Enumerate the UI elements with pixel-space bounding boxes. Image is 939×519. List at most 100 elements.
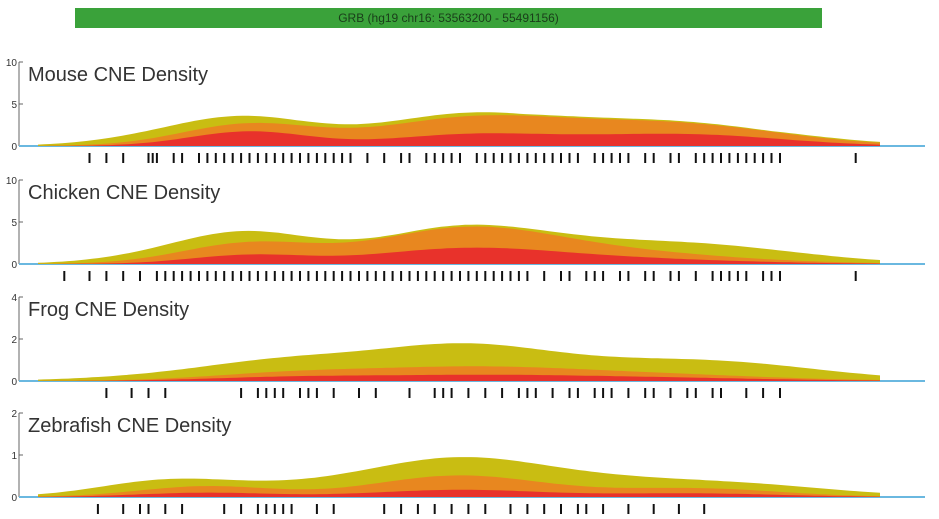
cne-mark — [139, 271, 141, 281]
cne-mark — [484, 388, 487, 398]
cne-mark — [627, 388, 630, 398]
cne-mark — [147, 153, 150, 163]
cne-mark — [720, 153, 722, 163]
cne-mark — [779, 271, 781, 281]
cne-mark — [543, 153, 546, 163]
y-tick-label: 5 — [11, 100, 17, 111]
cne-mark — [425, 153, 428, 163]
cne-mark — [240, 271, 243, 281]
cne-mark — [206, 271, 209, 281]
cne-mark — [282, 388, 285, 398]
y-tick-label: 0 — [11, 377, 17, 388]
cne-mark — [433, 388, 436, 398]
cne-mark — [122, 271, 125, 281]
cne-mark — [627, 271, 630, 281]
cne-mark — [282, 153, 285, 163]
cne-mark — [694, 271, 697, 281]
cne-mark — [509, 271, 512, 281]
cne-mark — [290, 271, 293, 281]
cne-mark — [256, 388, 259, 398]
cne-mark — [736, 153, 739, 163]
cne-mark — [770, 271, 773, 281]
cne-mark — [526, 504, 529, 514]
cne-mark — [745, 153, 748, 163]
cne-mark — [560, 504, 562, 514]
cne-mark — [96, 504, 99, 514]
y-tick-label: 10 — [6, 58, 18, 69]
region-header-bar: GRB (hg19 chr16: 53563200 - 55491156) — [75, 8, 822, 28]
cne-mark — [290, 504, 293, 514]
cne-mark — [307, 153, 310, 163]
cne-mark — [551, 388, 554, 398]
track-title: Mouse CNE Density — [28, 64, 208, 86]
cne-mark — [181, 504, 184, 514]
cne-mark — [753, 153, 756, 163]
y-tick-label: 2 — [11, 409, 17, 420]
cne-mark — [273, 504, 276, 514]
cne-mark — [206, 153, 209, 163]
cne-mark — [105, 153, 108, 163]
cne-mark — [265, 504, 268, 514]
cne-mark — [526, 388, 529, 398]
cne-mark — [214, 271, 217, 281]
cne-mark — [214, 153, 217, 163]
cne-mark — [543, 504, 546, 514]
cne-mark — [602, 388, 605, 398]
cne-mark — [282, 504, 285, 514]
track-chicken-cne-density: Chicken CNE Density 10 5 0 — [6, 176, 925, 281]
cne-mark — [694, 388, 697, 398]
track-zebrafish-cne-density: Zebrafish CNE Density 2 1 0 — [11, 409, 925, 514]
cne-mark — [374, 271, 377, 281]
cne-mark — [501, 388, 504, 398]
cne-mark — [358, 271, 360, 281]
density-area-red — [38, 247, 880, 264]
cne-mark — [762, 271, 765, 281]
cne-mark — [341, 153, 344, 163]
cne-mark — [231, 271, 234, 281]
cne-mark — [619, 271, 621, 281]
cne-mark — [181, 271, 184, 281]
cne-mark — [534, 153, 537, 163]
cne-mark — [400, 153, 403, 163]
cne-mark — [652, 388, 655, 398]
cne-mark — [593, 388, 596, 398]
track-title: Chicken CNE Density — [28, 182, 220, 204]
cne-mark — [534, 388, 537, 398]
cne-mark — [366, 153, 369, 163]
cne-mark — [164, 504, 167, 514]
cne-mark — [576, 388, 579, 398]
cne-mark — [383, 504, 386, 514]
cne-mark — [467, 271, 470, 281]
cne-mark — [88, 153, 91, 163]
cne-mark — [433, 504, 436, 514]
cne-mark — [307, 271, 310, 281]
cne-mark — [669, 153, 672, 163]
cne-mark — [686, 388, 689, 398]
cne-mark — [416, 271, 419, 281]
cne-mark — [568, 388, 571, 398]
track-mouse-cne-density: Mouse CNE Density 10 5 0 — [6, 58, 925, 163]
y-tick-label: 4 — [11, 293, 17, 304]
cne-mark — [315, 271, 318, 281]
cne-mark — [560, 153, 562, 163]
cne-mark — [408, 388, 411, 398]
cne-mark — [181, 153, 184, 163]
cne-mark — [248, 271, 251, 281]
cne-mark — [315, 504, 318, 514]
cne-mark — [711, 388, 714, 398]
y-tick-label: 1 — [11, 451, 17, 462]
cne-mark — [644, 271, 647, 281]
cne-mark — [779, 388, 781, 398]
cne-mark — [349, 153, 352, 163]
cne-mark — [151, 153, 154, 163]
cne-mark — [475, 271, 478, 281]
cne-mark — [324, 153, 327, 163]
cne-mark — [273, 271, 276, 281]
cne-mark — [332, 388, 335, 398]
cne-mark — [147, 504, 150, 514]
y-tick-label: 0 — [11, 260, 17, 271]
y-tick-label: 0 — [11, 493, 17, 504]
cne-mark — [669, 388, 672, 398]
cne-mark — [576, 504, 579, 514]
cne-mark — [332, 504, 335, 514]
